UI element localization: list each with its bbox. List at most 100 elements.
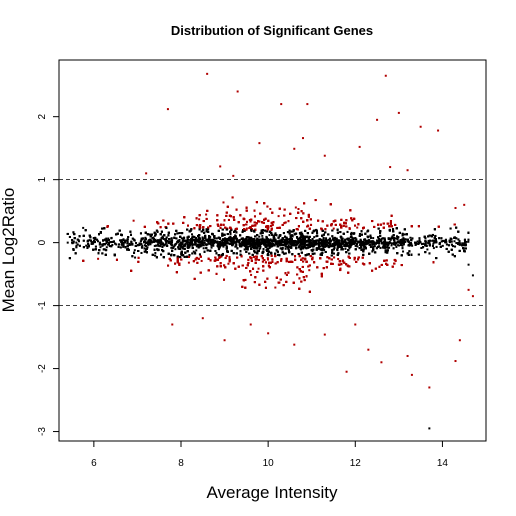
non-significant-gene-point xyxy=(191,233,194,236)
non-significant-gene-point xyxy=(455,226,458,229)
significant-gene-point xyxy=(214,256,217,259)
non-significant-gene-point xyxy=(186,246,189,249)
significant-gene-point xyxy=(97,257,100,260)
non-significant-gene-point xyxy=(287,249,290,252)
non-significant-gene-point xyxy=(447,250,450,253)
significant-gene-point xyxy=(301,270,304,273)
significant-gene-point xyxy=(302,212,305,215)
significant-gene-point xyxy=(199,224,202,227)
significant-gene-point xyxy=(201,317,204,320)
non-significant-gene-point xyxy=(209,249,212,252)
non-significant-gene-point xyxy=(144,238,147,241)
significant-gene-point xyxy=(242,224,245,227)
significant-gene-point xyxy=(186,224,189,227)
non-significant-gene-point xyxy=(463,238,466,241)
non-significant-gene-point xyxy=(255,247,258,250)
non-significant-gene-point xyxy=(350,233,353,236)
non-significant-gene-point xyxy=(89,236,92,239)
significant-gene-point xyxy=(329,203,332,206)
non-significant-gene-point xyxy=(221,253,224,256)
significant-gene-point xyxy=(353,217,356,220)
non-significant-gene-point xyxy=(115,233,118,236)
significant-gene-point xyxy=(343,261,346,264)
significant-gene-point xyxy=(280,103,283,106)
non-significant-gene-point xyxy=(327,233,330,236)
significant-gene-point xyxy=(261,257,264,260)
significant-gene-point xyxy=(344,222,347,225)
non-significant-gene-point xyxy=(297,252,300,255)
significant-gene-point xyxy=(263,259,266,262)
significant-gene-point xyxy=(248,218,251,221)
significant-gene-point xyxy=(271,211,274,214)
non-significant-gene-point xyxy=(203,231,206,234)
significant-gene-point xyxy=(284,221,287,224)
significant-gene-point xyxy=(244,286,247,289)
non-significant-gene-point xyxy=(174,233,177,236)
non-significant-gene-point xyxy=(187,235,190,238)
significant-gene-point xyxy=(348,265,351,268)
non-significant-gene-point xyxy=(394,243,397,246)
significant-gene-point xyxy=(206,209,209,212)
non-significant-gene-point xyxy=(311,231,314,234)
non-significant-gene-point xyxy=(274,252,277,255)
non-significant-gene-point xyxy=(173,236,176,239)
non-significant-gene-point xyxy=(178,232,181,235)
non-significant-gene-point xyxy=(331,249,334,252)
non-significant-gene-point xyxy=(319,248,322,251)
significant-gene-point xyxy=(437,225,440,228)
significant-gene-point xyxy=(205,213,208,216)
non-significant-gene-point xyxy=(377,227,380,230)
significant-gene-point xyxy=(328,257,331,260)
significant-gene-point xyxy=(410,225,413,228)
significant-gene-point xyxy=(371,269,374,272)
significant-gene-point xyxy=(196,261,199,264)
non-significant-gene-point xyxy=(289,234,292,237)
significant-gene-point xyxy=(458,339,461,342)
data-points xyxy=(66,72,474,430)
non-significant-gene-point xyxy=(261,231,264,234)
non-significant-gene-point xyxy=(151,253,154,256)
non-significant-gene-point xyxy=(306,235,309,238)
significant-gene-point xyxy=(371,220,374,223)
non-significant-gene-point xyxy=(205,247,208,250)
significant-gene-point xyxy=(304,257,307,260)
non-significant-gene-point xyxy=(284,245,287,248)
non-significant-gene-point xyxy=(167,252,170,255)
significant-gene-point xyxy=(285,280,288,283)
non-significant-gene-point xyxy=(241,230,244,233)
non-significant-gene-point xyxy=(384,249,387,252)
non-significant-gene-point xyxy=(342,232,345,235)
non-significant-gene-point xyxy=(180,253,183,256)
non-significant-gene-point xyxy=(291,253,294,256)
non-significant-gene-point xyxy=(221,234,224,237)
non-significant-gene-point xyxy=(243,229,246,232)
significant-gene-point xyxy=(305,260,308,263)
significant-gene-point xyxy=(145,172,148,175)
significant-gene-point xyxy=(300,280,303,283)
non-significant-gene-point xyxy=(373,245,376,248)
non-significant-gene-point xyxy=(424,244,427,247)
non-significant-gene-point xyxy=(336,228,339,231)
significant-gene-point xyxy=(303,279,306,282)
non-significant-gene-point xyxy=(186,228,189,231)
significant-gene-point xyxy=(284,272,287,275)
non-significant-gene-point xyxy=(226,250,229,253)
non-significant-gene-point xyxy=(324,231,327,234)
significant-gene-point xyxy=(268,266,271,269)
significant-gene-point xyxy=(264,217,267,220)
non-significant-gene-point xyxy=(232,252,235,255)
significant-gene-point xyxy=(280,259,283,262)
significant-gene-point xyxy=(245,266,248,269)
significant-gene-point xyxy=(331,262,334,265)
significant-gene-point xyxy=(267,258,270,261)
significant-gene-point xyxy=(334,223,337,226)
non-significant-gene-point xyxy=(240,243,243,246)
non-significant-gene-point xyxy=(144,236,147,239)
non-significant-gene-point xyxy=(178,244,181,247)
significant-gene-point xyxy=(195,217,198,220)
significant-gene-point xyxy=(339,223,342,226)
non-significant-gene-point xyxy=(185,255,188,258)
significant-gene-point xyxy=(406,354,409,357)
non-significant-gene-point xyxy=(245,243,248,246)
non-significant-gene-point xyxy=(190,228,193,231)
